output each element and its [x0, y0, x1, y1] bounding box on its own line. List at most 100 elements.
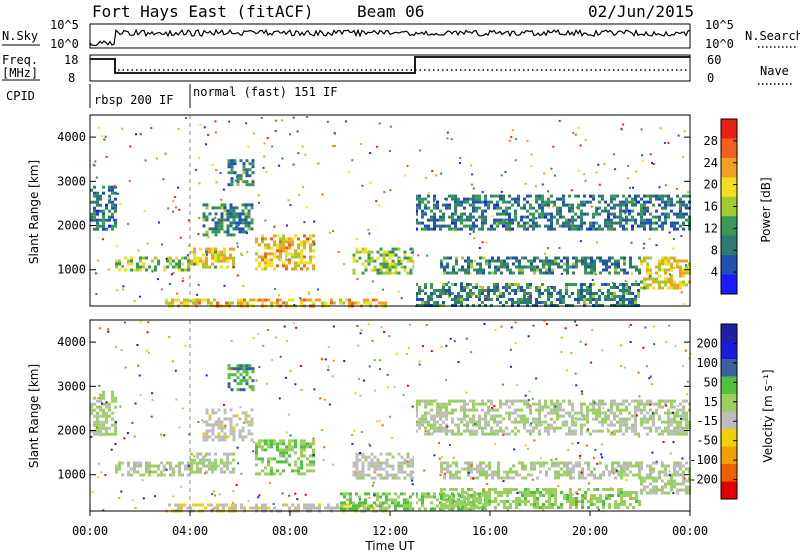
- noise-cell: [673, 267, 676, 269]
- echo-cell: [370, 504, 373, 508]
- echo-cell: [646, 277, 649, 281]
- noise-cell: [584, 179, 587, 182]
- echo-cell: [574, 432, 577, 436]
- echo-cell: [385, 476, 389, 480]
- echo-cell: [527, 259, 530, 263]
- echo-cell: [202, 215, 206, 219]
- noise-cell: [306, 116, 309, 118]
- echo-cell: [685, 467, 688, 471]
- noise-cell: [543, 320, 546, 322]
- echo-cell: [515, 488, 518, 491]
- echo-cell: [427, 402, 430, 406]
- echo-cell: [245, 379, 249, 383]
- echo-cell: [460, 408, 463, 412]
- noise-cell: [651, 162, 653, 165]
- echo-cell: [484, 507, 487, 511]
- echo-cell: [571, 227, 574, 231]
- noise-cell: [214, 131, 217, 134]
- echo-cell: [288, 454, 291, 458]
- echo-cell: [481, 402, 484, 406]
- noise-cell: [312, 437, 315, 440]
- echo-cell: [664, 259, 667, 263]
- echo-cell: [202, 212, 206, 216]
- echo-cell: [239, 174, 243, 178]
- echo-cell: [634, 197, 637, 201]
- echo-cell: [440, 491, 443, 494]
- echo-cell: [406, 501, 409, 505]
- echo-cell: [682, 280, 685, 284]
- echo-cell: [394, 265, 398, 269]
- noise-cell: [363, 379, 365, 382]
- echo-cell: [460, 295, 463, 298]
- noise-cell: [116, 289, 119, 292]
- echo-cell: [172, 473, 175, 477]
- echo-cell: [457, 399, 460, 403]
- echo-cell: [613, 227, 616, 231]
- echo-cell: [626, 494, 629, 497]
- echo-cell: [515, 473, 518, 477]
- echo-cell: [625, 283, 628, 286]
- echo-cell: [430, 283, 433, 286]
- noise-cell: [594, 448, 597, 451]
- y-tick-label: 1000: [57, 468, 86, 482]
- echo-cell: [517, 408, 520, 412]
- echo-cell: [251, 183, 255, 187]
- echo-cell: [587, 262, 590, 266]
- echo-cell: [479, 470, 482, 474]
- echo-cell: [397, 501, 400, 505]
- echo-cell: [433, 215, 436, 219]
- echo-cell: [451, 215, 454, 219]
- echo-cell: [93, 206, 96, 210]
- noise-cell: [104, 135, 107, 138]
- echo-cell: [646, 476, 649, 480]
- echo-cell: [661, 262, 664, 266]
- echo-cell: [685, 212, 688, 216]
- noise-cell: [418, 360, 421, 363]
- echo-cell: [569, 461, 572, 465]
- echo-cell: [550, 417, 553, 421]
- echo-cell: [488, 464, 491, 468]
- echo-cell: [568, 283, 571, 286]
- echo-cell: [439, 426, 442, 430]
- noise-cell: [575, 500, 578, 503]
- noise-cell: [198, 216, 201, 219]
- nsky-tick-bottom-right: 10^0: [705, 37, 734, 51]
- echo-cell: [536, 491, 539, 494]
- echo-cell: [288, 252, 291, 256]
- echo-cell: [538, 417, 541, 421]
- echo-cell: [493, 408, 496, 412]
- echo-cell: [613, 411, 616, 415]
- echo-cell: [385, 259, 389, 263]
- echo-cell: [409, 256, 413, 260]
- echo-cell: [211, 423, 215, 427]
- echo-cell: [571, 417, 574, 421]
- echo-cell: [673, 461, 676, 465]
- echo-cell: [581, 473, 584, 477]
- echo-cell: [572, 476, 575, 480]
- echo-cell: [418, 498, 421, 502]
- echo-cell: [602, 259, 605, 263]
- noise-cell: [332, 359, 335, 362]
- echo-cell: [608, 503, 611, 506]
- echo-cell: [463, 206, 466, 210]
- echo-cell: [240, 503, 243, 507]
- echo-cell: [300, 258, 303, 262]
- echo-cell: [628, 292, 631, 295]
- echo-cell: [467, 494, 470, 497]
- echo-cell: [211, 470, 214, 474]
- noise-cell: [375, 200, 378, 203]
- echo-cell: [568, 224, 571, 228]
- echo-cell: [580, 292, 583, 295]
- echo-cell: [448, 411, 451, 415]
- noise-cell: [577, 441, 580, 444]
- echo-cell: [682, 408, 685, 412]
- echo-cell: [227, 183, 231, 187]
- echo-cell: [421, 301, 424, 304]
- echo-cell: [214, 265, 217, 269]
- noise-cell: [672, 247, 675, 250]
- echo-cell: [217, 408, 221, 412]
- echo-cell: [264, 466, 267, 470]
- echo-cell: [587, 464, 590, 468]
- echo-cell: [467, 271, 470, 275]
- noise-cell: [496, 222, 499, 225]
